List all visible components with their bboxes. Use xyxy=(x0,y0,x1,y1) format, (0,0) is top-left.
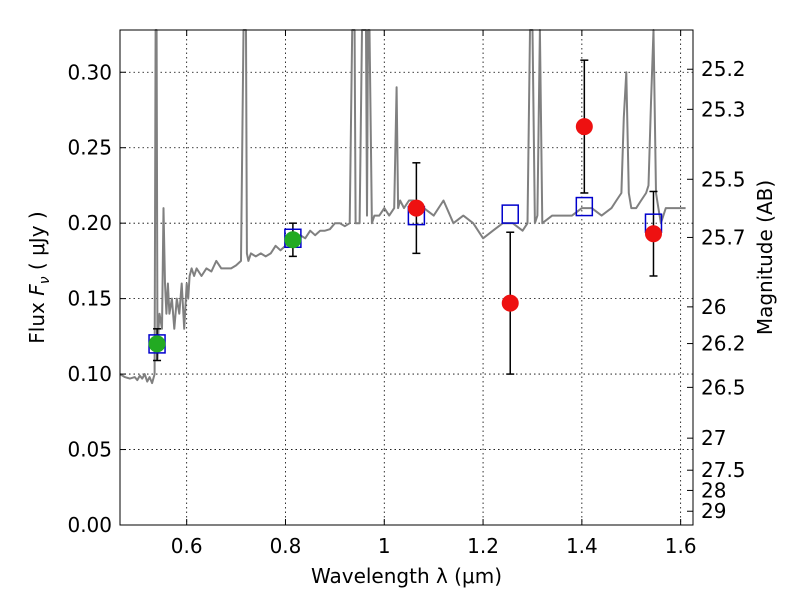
red-data-point xyxy=(407,199,425,217)
right-tick-label: 28 xyxy=(701,478,726,502)
right-tick-label: 26 xyxy=(701,295,726,319)
right-tick-label: 25.5 xyxy=(701,167,746,191)
green-data-point xyxy=(148,335,166,353)
x-tick-label: 1.6 xyxy=(665,534,697,558)
y-tick-label: 0.30 xyxy=(67,60,112,84)
right-tick-label: 29 xyxy=(701,499,726,523)
x-tick-label: 1 xyxy=(378,534,391,558)
y-tick-label: 0.20 xyxy=(67,211,112,235)
spectrum-layer xyxy=(119,29,686,385)
tick-layer: 0.6 0.8 1 1.2 1.4 1.6 0.00 0.05 0.10 0.15 0.20 0.25… xyxy=(67,30,746,558)
x-tick-label: 0.8 xyxy=(270,534,302,558)
right-tick-label: 26.5 xyxy=(701,375,746,399)
red-data-point xyxy=(644,225,662,243)
point-layer xyxy=(148,118,663,354)
grid xyxy=(120,30,693,526)
right-tick-label: 25.3 xyxy=(701,97,746,121)
plot-frame xyxy=(119,29,694,526)
y-tick-label: 0.10 xyxy=(67,362,112,386)
right-tick-label: 25.2 xyxy=(701,57,746,81)
right-tick-label: 26.2 xyxy=(701,332,746,356)
right-tick-label: 25.7 xyxy=(701,225,746,249)
x-tick-label: 0.6 xyxy=(171,534,203,558)
right-tick-label: 27.5 xyxy=(701,458,746,482)
y-axis-label: Flux Fν ( μJy ) xyxy=(25,211,53,343)
model-square xyxy=(501,204,519,224)
y-tick-label: 0.25 xyxy=(67,136,112,160)
green-data-point xyxy=(284,231,302,249)
red-data-point xyxy=(575,118,593,136)
x-axis-label: Wavelength λ (μm) xyxy=(311,564,502,588)
right-tick-label: 27 xyxy=(701,426,726,450)
y-tick-label: 0.05 xyxy=(67,438,112,462)
y-tick-label: 0.15 xyxy=(67,287,112,311)
y-axis-right-label: Magnitude (AB) xyxy=(753,180,777,335)
red-data-point xyxy=(501,294,519,312)
x-tick-label: 1.2 xyxy=(467,534,499,558)
model-square xyxy=(575,196,594,217)
spectrum-line xyxy=(119,29,686,385)
y-tick-label: 0.00 xyxy=(67,513,112,537)
x-tick-label: 1.4 xyxy=(566,534,598,558)
